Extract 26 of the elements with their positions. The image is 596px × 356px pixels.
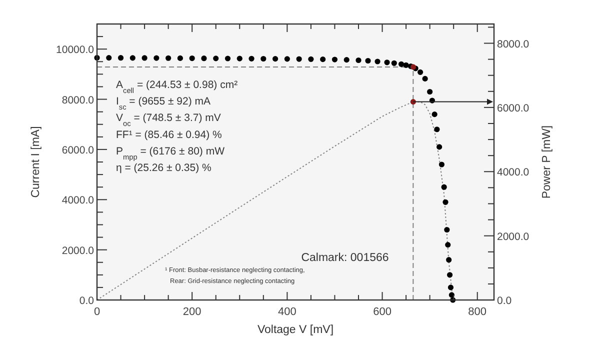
annotation: I$_{sc}$ = (9655 ± 92) mA — [116, 96, 211, 112]
annotation: Calmark: 001566 — [301, 252, 389, 264]
y2-axis-title: Power P [mW] — [541, 125, 553, 199]
x-tick-label: 400 — [278, 306, 296, 318]
y-axis-title: Current I [mA] — [30, 126, 42, 198]
x-tick-label: 800 — [468, 306, 487, 318]
y2-tick-label: 4000.0 — [497, 166, 530, 179]
x-tick-label: 0 — [94, 306, 100, 318]
annotation: V$_{oc}$ = (748.5 ± 3.7) mV — [116, 112, 221, 128]
x-tick-label: 200 — [182, 306, 202, 318]
x-tick-label: 600 — [373, 306, 392, 318]
y-tick-label: 4000.0 — [62, 194, 94, 207]
y2-tick-label: 2000.0 — [497, 230, 530, 243]
y-tick-label: 6000.0 — [62, 144, 94, 156]
annotation: η = (25.26 ± 0.35) % — [116, 162, 212, 174]
y-tick-label: 0.0 — [79, 295, 94, 307]
annotation: A$_{cell}$ = (244.53 ± 0.98) cm² — [116, 79, 238, 94]
annotation: P$_{mpp}$ = (6176 ± 80) mW — [116, 145, 225, 161]
x-axis-title: Voltage V [mV] — [257, 324, 334, 336]
y2-tick-label: 0.0 — [497, 295, 512, 307]
y2-tick-label: 6000.0 — [497, 102, 530, 114]
y-tick-label: 2000.0 — [62, 244, 94, 257]
y2-tick-label: 8000.0 — [497, 38, 530, 50]
annotation: FF¹ = (85.46 ± 0.94) % — [116, 128, 222, 141]
y-tick-label: 10000.0 — [56, 44, 94, 56]
y-tick-label: 8000.0 — [62, 94, 94, 106]
